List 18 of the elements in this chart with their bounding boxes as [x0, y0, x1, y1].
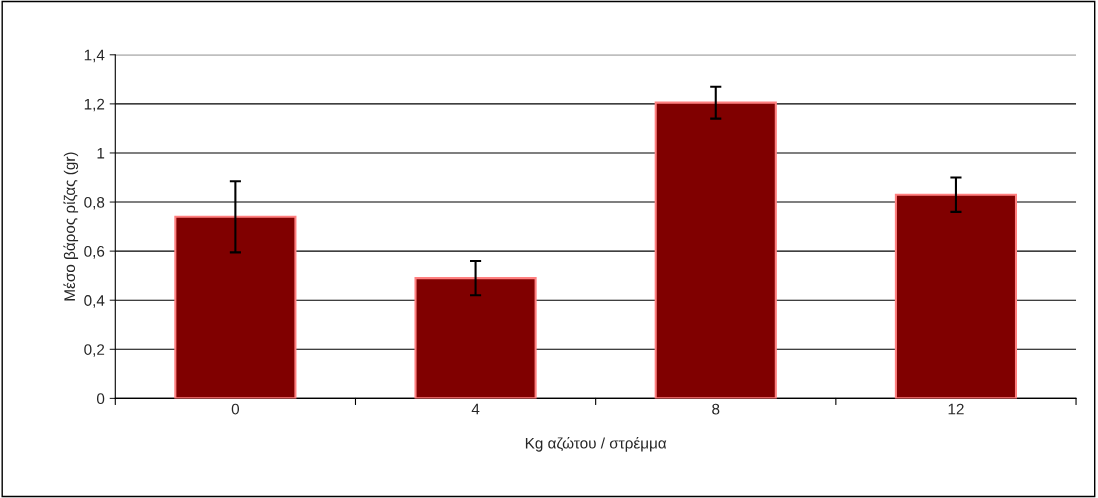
y-tick-label: 0,6: [84, 246, 105, 259]
y-tick-label: 0,8: [84, 196, 105, 210]
bar: [654, 101, 777, 399]
x-axis-title: Kg αζώτου / στρέμμα: [525, 436, 667, 452]
y-tick-label: 0,4: [84, 295, 105, 308]
y-tick-label: 1,4: [84, 49, 105, 63]
bar: [894, 193, 1018, 399]
x-tick-label: 0: [231, 403, 240, 415]
bar: [414, 277, 537, 399]
y-tick-label: 0: [96, 393, 105, 405]
x-tick-label: 12: [948, 403, 964, 415]
bar: [174, 215, 297, 399]
y-axis-title: Μέσο βάρος ρίζας (gr): [63, 152, 79, 301]
x-tick-label: 4: [471, 403, 480, 415]
y-tick-label: 1: [97, 147, 105, 159]
x-tick-label: 8: [712, 403, 720, 415]
y-tick-label: 1,2: [84, 98, 105, 112]
y-tick-label: 0,2: [84, 344, 105, 357]
